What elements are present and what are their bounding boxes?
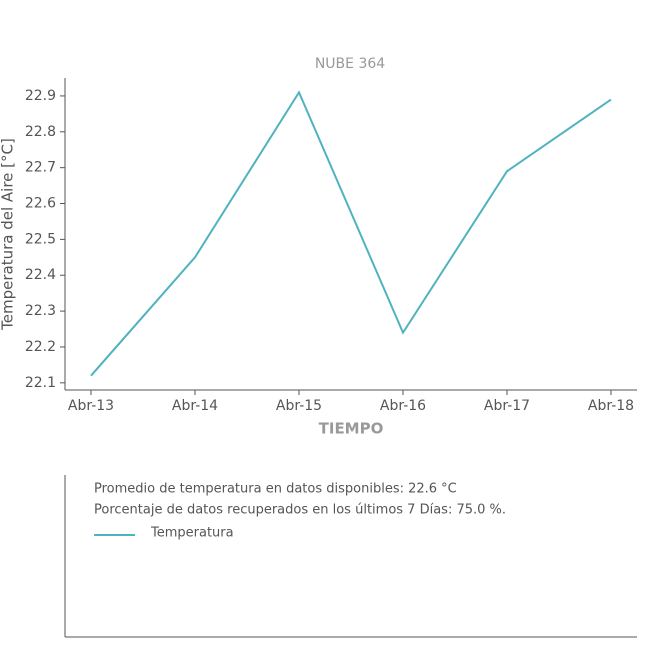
y-tick-label: 22.2 bbox=[25, 339, 56, 355]
legend-label: Temperatura bbox=[150, 526, 234, 541]
x-tick-label: Abr-15 bbox=[276, 398, 322, 414]
x-tick-label: Abr-14 bbox=[172, 398, 218, 414]
y-tick-label: 22.6 bbox=[25, 196, 56, 212]
y-tick-label: 22.5 bbox=[25, 231, 56, 247]
x-axis-label: TIEMPO bbox=[319, 420, 384, 438]
y-tick-label: 22.7 bbox=[25, 160, 56, 176]
x-tick-label: Abr-16 bbox=[380, 398, 426, 414]
y-tick-label: 22.9 bbox=[25, 88, 56, 104]
data-line bbox=[90, 90, 612, 377]
x-tick-label: Abr-17 bbox=[484, 398, 530, 414]
x-tick-label: Abr-13 bbox=[68, 398, 114, 414]
annotation: Promedio de temperatura en datos disponi… bbox=[94, 482, 457, 497]
annotation: Porcentaje de datos recuperados en los ú… bbox=[94, 503, 506, 518]
y-axis-label: Temperatura del Aire [°C] bbox=[0, 138, 17, 331]
y-tick-label: 22.3 bbox=[25, 303, 56, 319]
chart-title: NUBE 364 bbox=[315, 56, 385, 72]
y-tick-label: 22.4 bbox=[25, 267, 56, 283]
y-tick-label: 22.1 bbox=[25, 375, 56, 391]
y-tick-label: 22.8 bbox=[25, 124, 56, 140]
x-tick-label: Abr-18 bbox=[588, 398, 634, 414]
